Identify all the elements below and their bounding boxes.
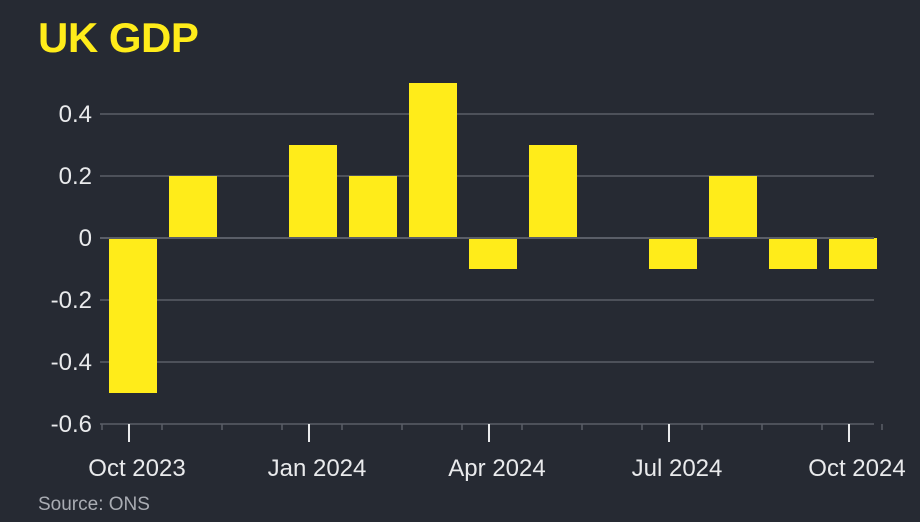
bar-2024-05: [529, 145, 577, 238]
bar-2024-08: [709, 176, 757, 238]
y-tick-label: -0.2: [51, 287, 92, 314]
bar-2024-04: [469, 238, 517, 269]
bar-2023-10: [109, 238, 157, 393]
x-tick-label: Oct 2023: [88, 455, 185, 482]
y-tick-label: 0.2: [59, 163, 92, 190]
x-tick-label: Jul 2024: [632, 455, 723, 482]
bar-2024-02: [349, 176, 397, 238]
bar-2023-11: [169, 176, 217, 238]
chart-title: UK GDP: [38, 14, 199, 61]
bar-2024-01: [289, 145, 337, 238]
x-tick-label: Oct 2024: [808, 455, 905, 482]
x-tick-label: Jan 2024: [268, 455, 367, 482]
bar-2024-10: [829, 238, 877, 269]
y-tick-label: 0.4: [59, 101, 92, 128]
bar-2024-07: [649, 238, 697, 269]
y-tick-label: -0.4: [51, 349, 92, 376]
y-tick-label: 0: [79, 225, 92, 252]
bar-2024-09: [769, 238, 817, 269]
bar-2024-03: [409, 83, 457, 238]
x-tick-label: Apr 2024: [448, 455, 545, 482]
y-tick-label: -0.6: [51, 411, 92, 438]
source-note: Source: ONS: [38, 494, 150, 515]
